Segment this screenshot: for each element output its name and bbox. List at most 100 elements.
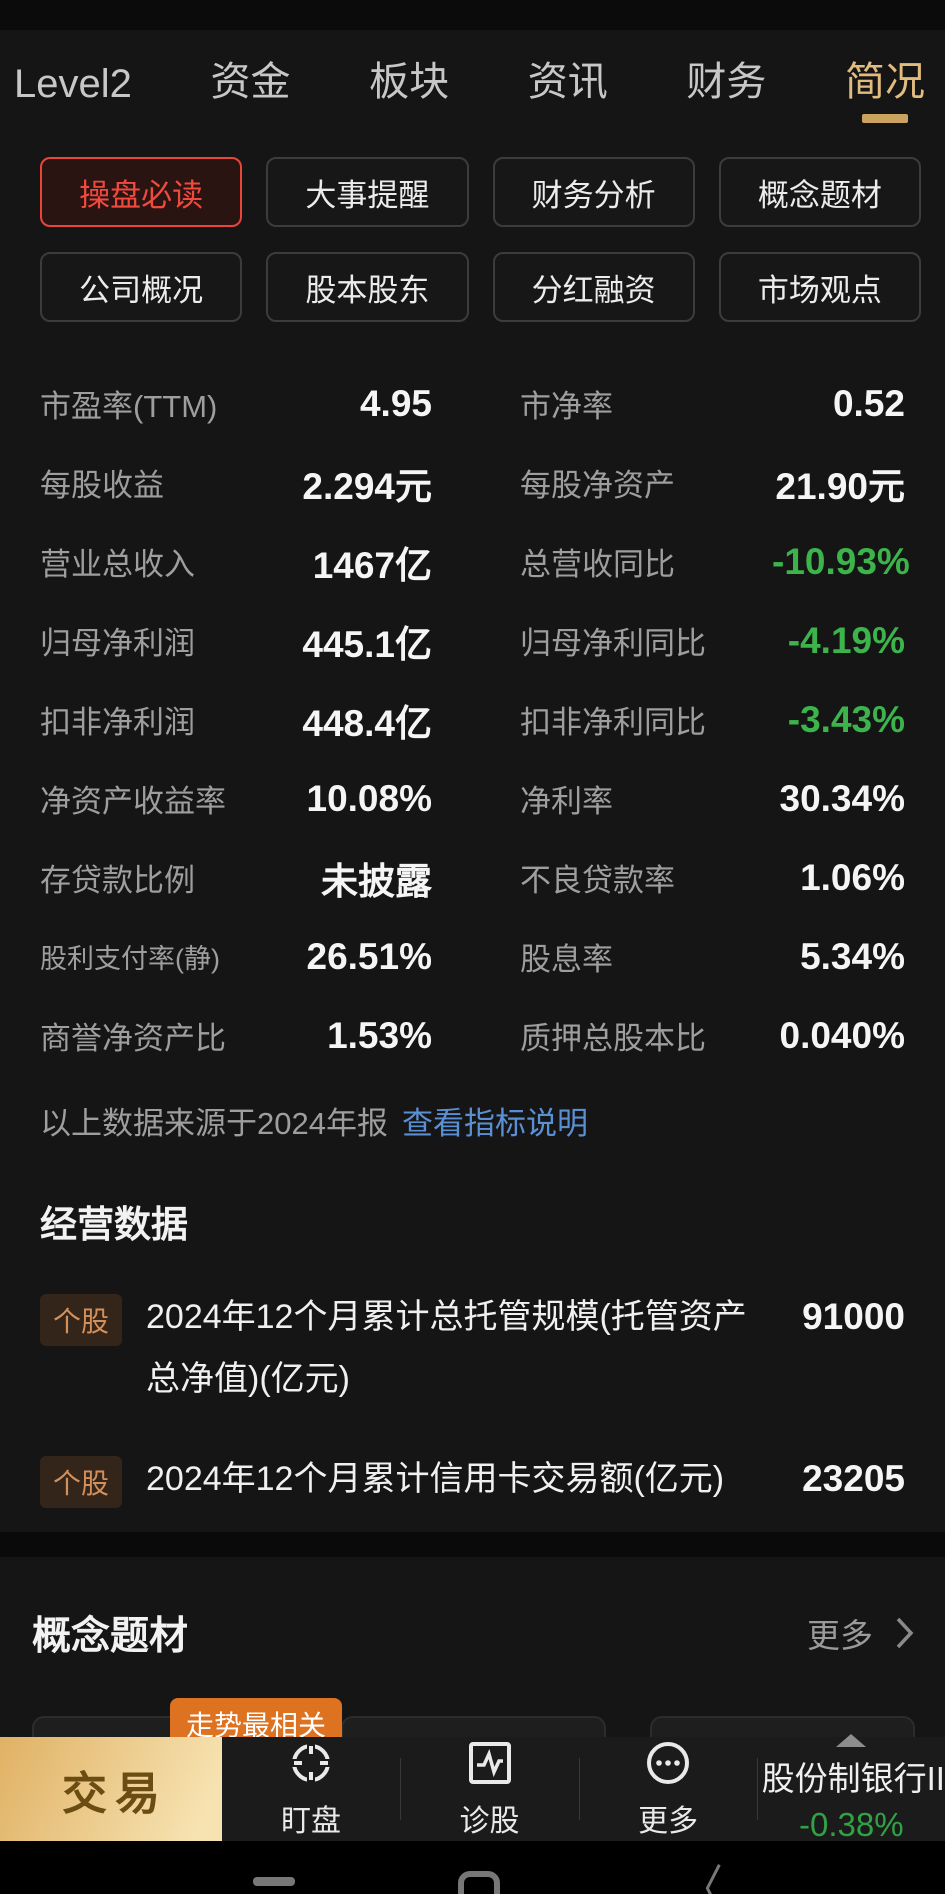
metric-value: 30.34%: [779, 777, 906, 819]
more-ellipsis-icon: [647, 1741, 690, 1784]
metric-value: 10.08%: [306, 777, 433, 819]
trade-button[interactable]: 交易: [0, 1737, 222, 1841]
tab-news[interactable]: 资讯: [527, 60, 608, 104]
business-data-title: 经营数据: [40, 1204, 188, 1245]
diagnose-button[interactable]: 诊股: [401, 1737, 579, 1841]
metric-label: 股息率: [520, 942, 613, 977]
more-label: 更多: [807, 1617, 873, 1654]
target-icon: [290, 1741, 332, 1784]
metric-value: 26.51%: [306, 935, 433, 977]
metric-label: 净资产收益率: [40, 784, 226, 819]
metric-value: -10.93%: [772, 540, 910, 582]
metric-row: 市盈率(TTM) 4.95 市净率 0.52: [40, 364, 905, 443]
business-item-value: 23205: [802, 1458, 905, 1499]
metric-value: 0.52: [832, 382, 905, 424]
business-row: 个股 2024年12个月累计信用卡交易额(亿元) 23205: [0, 1448, 945, 1510]
metric-value: 未披露: [321, 860, 432, 902]
metric-row: 股利支付率(静) 26.51% 股息率 5.34%: [40, 917, 905, 996]
metric-label: 归母净利润: [40, 626, 195, 661]
source-text: 以上数据来源于2024年报: [40, 1106, 388, 1141]
watch-button[interactable]: 盯盘: [222, 1737, 400, 1841]
metric-label: 市盈率(TTM): [40, 389, 218, 424]
metric-label: 不良贷款率: [520, 863, 675, 898]
watch-label: 盯盘: [281, 1804, 341, 1838]
metric-label: 净利率: [520, 784, 613, 819]
expand-up-handle[interactable]: [836, 1734, 867, 1747]
metric-value: -4.19%: [787, 619, 905, 661]
metric-label: 营业总收入: [40, 547, 195, 582]
metric-value: 448.4亿: [302, 702, 432, 744]
shortcut-grid: 操盘必读 大事提醒 财务分析 概念题材 公司概况 股本股东 分红融资 市场观点: [0, 157, 945, 322]
stock-badge: 个股: [40, 1456, 123, 1508]
metric-value: 1467亿: [312, 544, 432, 586]
metric-label: 市净率: [520, 389, 613, 424]
top-tab-bar: Level2 资金 板块 资讯 财务 简况: [0, 30, 945, 125]
concepts-more-link[interactable]: 更多: [807, 1609, 915, 1657]
android-home-button[interactable]: [458, 1871, 500, 1894]
metric-label: 归母净利同比: [520, 626, 706, 661]
sector-name: 股份制银行II: [761, 1760, 945, 1797]
shortcut-shareholders[interactable]: 股本股东: [266, 252, 469, 322]
tab-sectors[interactable]: 板块: [369, 60, 450, 104]
shortcut-events[interactable]: 大事提醒: [266, 157, 469, 227]
metric-value: 1.06%: [800, 856, 905, 898]
business-item-text: 2024年12个月累计总托管规模(托管资产总净值)(亿元): [146, 1298, 747, 1398]
metric-row: 每股收益 2.294元 每股净资产 21.90元: [40, 443, 905, 522]
metric-row: 归母净利润 445.1亿 归母净利同比 -4.19%: [40, 601, 905, 680]
shortcut-concepts[interactable]: 概念题材: [718, 157, 921, 227]
metric-value: 0.040%: [779, 1014, 906, 1056]
metric-value: 445.1亿: [302, 623, 432, 665]
metric-label: 存贷款比例: [40, 863, 195, 898]
tab-profile-active[interactable]: 简况: [845, 49, 925, 125]
metric-label: 每股净资产: [520, 468, 675, 503]
concepts-title: 概念题材: [32, 1615, 189, 1658]
android-recents-button[interactable]: [253, 1877, 295, 1886]
sector-change: -0.38%: [799, 1806, 904, 1843]
metric-label: 股利支付率(静): [40, 944, 220, 974]
shortcut-must-read[interactable]: 操盘必读: [40, 157, 243, 227]
more-button[interactable]: 更多: [579, 1737, 757, 1841]
metric-value: 5.34%: [800, 935, 905, 977]
shortcut-financial-analysis[interactable]: 财务分析: [492, 157, 695, 227]
tabbar-divider: [400, 1758, 401, 1820]
metric-value: 2.294元: [302, 465, 432, 507]
metric-value: 21.90元: [775, 465, 905, 507]
metric-value: -3.43%: [787, 698, 905, 740]
shortcut-dividends[interactable]: 分红融资: [492, 252, 695, 322]
metric-value: 4.95: [359, 382, 432, 424]
metric-label: 总营收同比: [520, 547, 675, 582]
more-label: 更多: [638, 1804, 699, 1838]
indicator-help-link[interactable]: 查看指标说明: [401, 1106, 588, 1141]
shortcut-market-views[interactable]: 市场观点: [718, 252, 921, 322]
tab-level2[interactable]: Level2: [14, 62, 132, 106]
metric-value: 1.53%: [327, 1014, 432, 1056]
concepts-header: 概念题材 更多: [32, 1605, 915, 1661]
metric-label: 每股收益: [40, 468, 164, 503]
tabbar-divider: [757, 1758, 758, 1820]
android-nav-bar: 〈: [0, 1841, 945, 1894]
metrics-table: 市盈率(TTM) 4.95 市净率 0.52 每股收益 2.294元 每股净资产…: [0, 364, 945, 1075]
tab-finance[interactable]: 财务: [686, 60, 767, 104]
metric-label: 商誉净资产比: [40, 1021, 226, 1056]
android-back-button[interactable]: 〈: [681, 1862, 723, 1894]
tabbar-divider: [578, 1758, 580, 1820]
metric-row: 扣非净利润 448.4亿 扣非净利同比 -3.43%: [40, 680, 905, 759]
tab-funds[interactable]: 资金: [210, 60, 291, 104]
business-item-text: 2024年12个月累计信用卡交易额(亿元): [146, 1460, 725, 1498]
business-item-value: 91000: [802, 1296, 905, 1337]
shortcut-company-profile[interactable]: 公司概况: [40, 252, 243, 322]
bottom-tab-bar: 交易 盯盘 诊股: [0, 1734, 945, 1843]
data-source-note: 以上数据来源于2024年报 查看指标说明: [0, 1098, 945, 1143]
metric-row: 商誉净资产比 1.53% 质押总股本比 0.040%: [40, 996, 905, 1075]
metric-row: 净资产收益率 10.08% 净利率 30.34%: [40, 759, 905, 838]
metric-label: 扣非净利润: [40, 705, 195, 740]
status-strip: [0, 0, 945, 30]
metric-label: 扣非净利同比: [520, 705, 706, 740]
metric-row: 存贷款比例 未披露 不良贷款率 1.06%: [40, 838, 905, 917]
sector-index-widget[interactable]: 股份制银行II -0.38%: [758, 1734, 945, 1843]
diagnose-label: 诊股: [459, 1804, 520, 1838]
metric-row: 营业总收入 1467亿 总营收同比 -10.93%: [40, 522, 910, 601]
section-divider: [0, 1532, 945, 1557]
business-row: 个股 2024年12个月累计总托管规模(托管资产总净值)(亿元) 91000: [0, 1286, 945, 1410]
pulse-chart-icon: [468, 1741, 511, 1784]
